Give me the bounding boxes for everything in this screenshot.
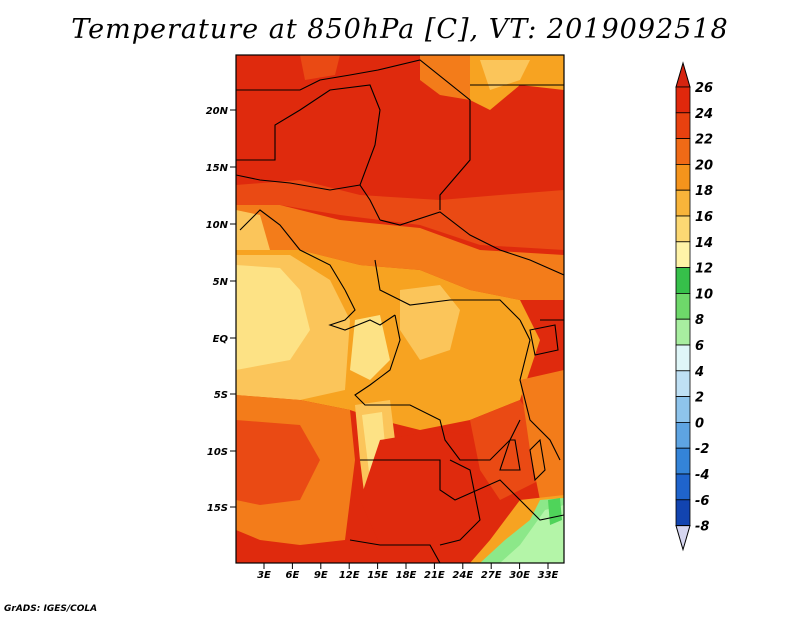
lat-tick-label: 15N xyxy=(206,163,229,174)
colorbar-swatch xyxy=(675,421,691,449)
lat-tick-label: 5N xyxy=(213,277,229,288)
lat-tick-label: 20N xyxy=(206,106,229,117)
border-n-1 xyxy=(236,59,471,210)
colorbar-bottom-arrow xyxy=(675,525,691,552)
border-zambia xyxy=(360,459,564,521)
border-wa xyxy=(239,209,346,291)
field-se-8 xyxy=(500,505,564,563)
colorbar-label: 12 xyxy=(695,262,713,277)
field-sahel-24 xyxy=(236,180,564,250)
field-se-12 xyxy=(548,498,562,525)
country-borders xyxy=(236,59,564,563)
colorbar-label: 4 xyxy=(694,365,704,380)
colorbar-swatch xyxy=(675,189,691,217)
lon-tick-label: 30E xyxy=(509,570,530,581)
field-north-22 xyxy=(420,55,470,100)
lat-tick-label: 15S xyxy=(207,503,228,514)
border-namibia xyxy=(349,539,441,563)
field-north-24 xyxy=(300,55,340,80)
field-nw-18 xyxy=(236,210,270,250)
colorbar-label: 22 xyxy=(695,133,713,148)
lake-tanganyika xyxy=(499,439,521,471)
lon-tick-label: 21E xyxy=(424,570,445,581)
colorbar-swatch xyxy=(675,473,691,501)
colorbar-swatch xyxy=(675,215,691,243)
colorbar-swatch xyxy=(675,163,691,191)
field-gabon-16 xyxy=(350,315,390,380)
lat-tick-label: 10N xyxy=(206,220,229,231)
lake-victoria xyxy=(529,324,559,356)
field-sw-24 xyxy=(236,420,320,505)
longitude-axis: 3E 6E 9E 12E 15E 18E 21E 24E 27E 30E 33E xyxy=(257,563,559,581)
colorbar-swatch xyxy=(675,344,691,372)
lon-tick-label: 15E xyxy=(367,570,388,581)
field-angola-16 xyxy=(362,412,385,480)
field-east-24 xyxy=(470,400,540,500)
colorbar-label: -8 xyxy=(695,520,709,535)
colorbar-label: 2 xyxy=(695,391,704,406)
colorbar-label: 0 xyxy=(695,416,704,431)
field-congo-18 xyxy=(400,285,460,360)
border-sahel xyxy=(236,174,361,191)
colorbar-swatch xyxy=(675,447,691,475)
border-botswana xyxy=(439,459,481,546)
lake-malawi xyxy=(529,438,546,482)
colorbar-swatch xyxy=(675,138,691,165)
colorbar-swatch xyxy=(675,292,691,320)
lat-tick-label: 10S xyxy=(207,447,228,458)
colorbar-label: 16 xyxy=(695,210,713,225)
lon-tick-label: 3E xyxy=(257,570,271,581)
map-frame xyxy=(235,54,565,564)
border-n-2 xyxy=(236,84,381,221)
colorbar-label: -2 xyxy=(695,442,709,457)
colorbar-label: 14 xyxy=(695,236,713,251)
colorbar-label: 20 xyxy=(695,158,713,173)
field-zambia-26 xyxy=(360,430,500,545)
colorbar-swatch xyxy=(675,86,691,114)
border-car-n xyxy=(379,211,564,276)
border-car-s xyxy=(374,259,521,321)
colorbar-label: -6 xyxy=(695,494,709,509)
field-east-22 xyxy=(520,370,564,500)
border-east xyxy=(519,319,561,461)
lat-tick-label: 5S xyxy=(214,390,228,401)
map-title: Temperature at 850hPa [C], VT: 201909251… xyxy=(71,14,729,45)
lon-tick-label: 18E xyxy=(396,570,417,581)
colorbar-label: 8 xyxy=(695,313,704,328)
colorbar-label: 18 xyxy=(695,184,713,199)
lon-tick-label: 9E xyxy=(314,570,328,581)
colorbar-label: -4 xyxy=(695,468,709,483)
lon-tick-label: 33E xyxy=(538,570,559,581)
colorbar-swatch xyxy=(675,267,691,294)
lon-tick-label: 6E xyxy=(286,570,300,581)
colorbar-label: 26 xyxy=(695,81,713,96)
colorbar-label: 24 xyxy=(695,107,713,122)
colorbar-swatch xyxy=(675,370,691,397)
field-sahel-22 xyxy=(236,205,564,300)
temperature-field xyxy=(236,55,564,563)
latitude-axis: 20N 15N 10N 5N EQ 5S 10S 15S xyxy=(206,106,236,514)
lat-tick-label: EQ xyxy=(213,334,229,345)
colorbar-label: 6 xyxy=(695,339,704,354)
lon-tick-label: 12E xyxy=(339,570,360,581)
field-west-16 xyxy=(236,265,310,370)
colorbar-swatch xyxy=(675,112,691,140)
border-drc xyxy=(354,314,521,461)
lon-tick-label: 24E xyxy=(452,570,473,581)
colorbar-label: 10 xyxy=(695,287,713,302)
colorbar-top-arrow xyxy=(675,61,691,88)
lon-tick-label: 27E xyxy=(481,570,502,581)
colorbar-swatch xyxy=(675,499,691,526)
credit-text: GrADS: IGES/COLA xyxy=(4,604,98,614)
colorbar-swatch xyxy=(675,241,691,269)
field-northeast-18 xyxy=(480,60,530,90)
border-cam xyxy=(328,289,396,331)
colorbar-swatch xyxy=(675,396,691,423)
colorbar-swatch xyxy=(675,318,691,346)
